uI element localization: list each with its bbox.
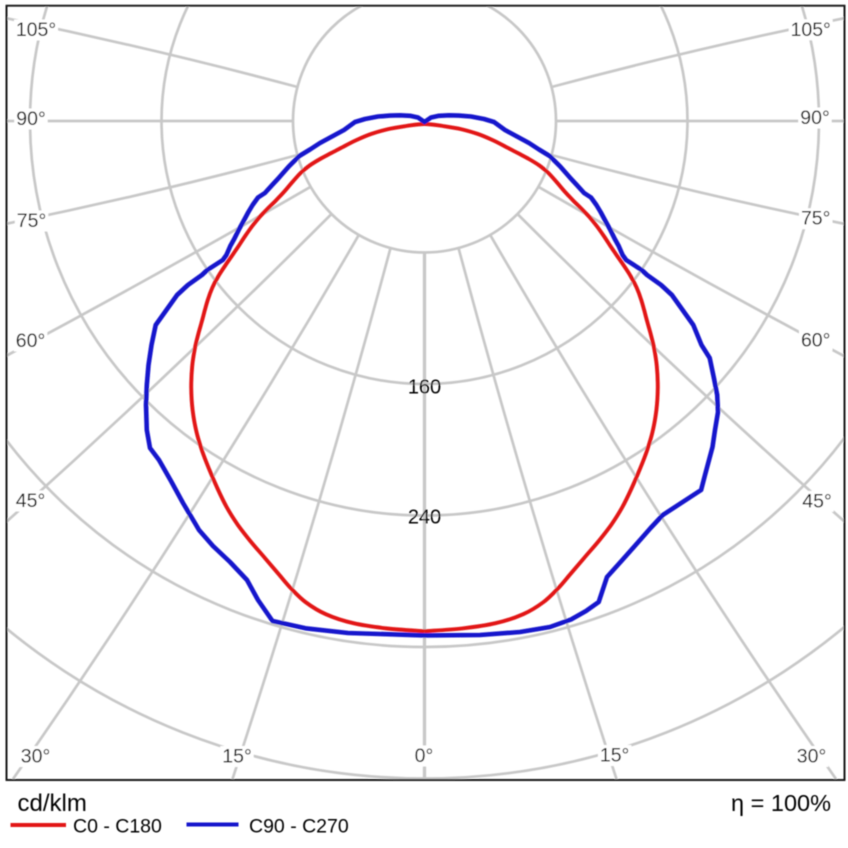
svg-text:45°: 45° — [16, 490, 46, 512]
svg-text:60°: 60° — [801, 329, 831, 351]
svg-text:90°: 90° — [800, 107, 830, 129]
svg-text:105°: 105° — [791, 19, 831, 41]
svg-text:η = 100%: η = 100% — [731, 790, 831, 816]
svg-text:0°: 0° — [415, 745, 434, 767]
svg-text:15°: 15° — [222, 746, 252, 768]
svg-text:75°: 75° — [17, 210, 47, 232]
svg-text:30°: 30° — [797, 746, 827, 768]
svg-text:45°: 45° — [802, 490, 832, 512]
svg-text:240: 240 — [408, 507, 441, 529]
svg-text:30°: 30° — [21, 746, 51, 768]
svg-text:90°: 90° — [16, 108, 46, 130]
svg-text:C0 - C180: C0 - C180 — [73, 816, 162, 838]
svg-text:105°: 105° — [16, 19, 56, 41]
svg-text:160: 160 — [408, 376, 441, 398]
svg-text:60°: 60° — [16, 330, 46, 352]
svg-text:C90 - C270: C90 - C270 — [249, 816, 349, 838]
svg-text:15°: 15° — [600, 745, 630, 767]
svg-text:75°: 75° — [801, 208, 831, 230]
svg-text:cd/klm: cd/klm — [18, 790, 87, 817]
